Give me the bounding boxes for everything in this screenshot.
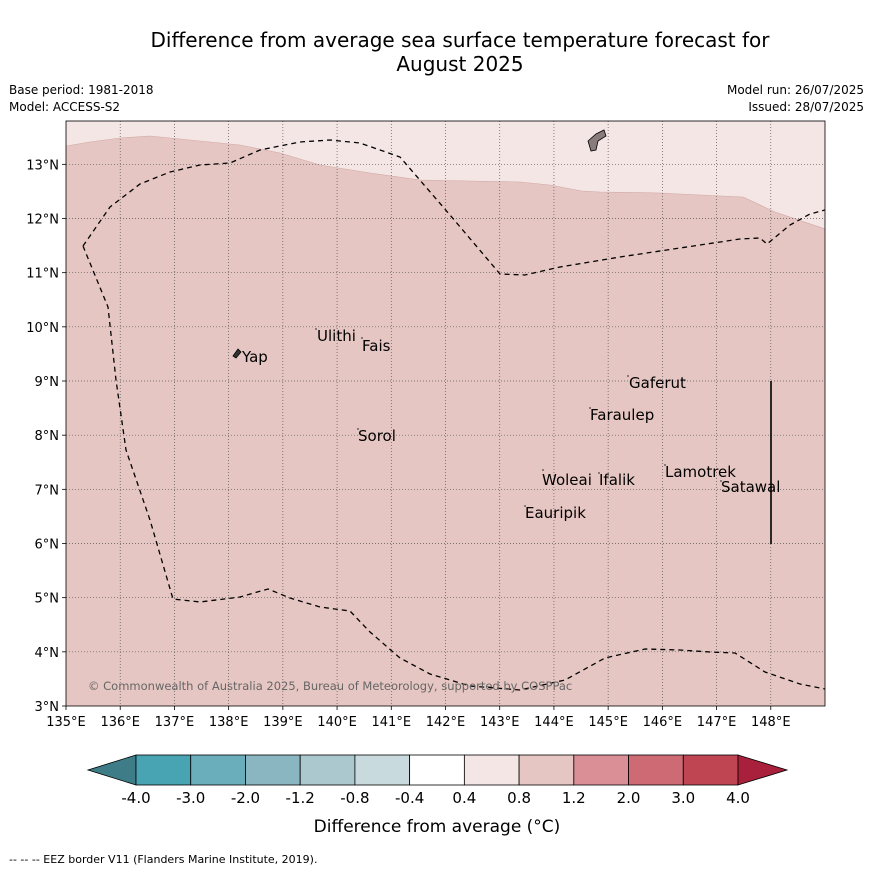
colorbar-segment [135, 754, 192, 786]
lat-tick-label: 5°N [35, 592, 60, 607]
colorbar-tick-label: 2.0 [617, 789, 641, 807]
model-name: Model: ACCESS-S2 [9, 100, 121, 114]
place-woleai: Woleai [542, 471, 592, 489]
place-ifalik: Ifalik [599, 471, 635, 489]
place-fais: Fais [362, 337, 391, 355]
lon-tick-label: 135°E [46, 715, 86, 730]
place-labels: Yap Ulithi Fais Sorol Gaferut Faraulep L… [241, 327, 780, 522]
lon-tick-label: 148°E [751, 715, 791, 730]
lon-tick-label: 147°E [697, 715, 737, 730]
model-run: Model run: 26/07/2025 [726, 83, 864, 97]
place-gaferut: Gaferut [629, 374, 686, 392]
yap-island [232, 348, 242, 359]
colorbar-tick-label: 0.4 [452, 789, 476, 807]
colorbar-extend-low [86, 754, 137, 786]
colorbar-segment [299, 754, 356, 786]
place-sorol: Sorol [358, 427, 396, 445]
lon-tick-label: 138°E [209, 715, 249, 730]
satawal-dot [720, 480, 722, 482]
lon-tick-label: 136°E [100, 715, 140, 730]
lon-tick-label: 140°E [317, 715, 357, 730]
colorbar-extend-high [737, 754, 789, 786]
guam-island [587, 129, 607, 152]
lat-tick-label: 12°N [26, 213, 59, 228]
lon-tick-label: 141°E [372, 715, 412, 730]
colorbar: -4.0 -3.0 -2.0 -1.2 -0.8 -0.4 0.4 0.8 1.2 2.0 3.0 4… [86, 754, 789, 807]
place-lamotrek: Lamotrek [665, 463, 736, 481]
title-line-2: August 2025 [396, 52, 524, 76]
colorbar-segment [573, 754, 629, 786]
base-period: Base period: 1981-2018 [9, 83, 154, 97]
map-title: Difference from average sea surface temp… [80, 28, 840, 76]
colorbar-tick-label: -1.2 [286, 789, 315, 807]
lat-tick-label: 4°N [35, 646, 60, 661]
copyright-notice: © Commonwealth of Australia 2025, Bureau… [88, 679, 572, 693]
place-eauripik: Eauripik [525, 504, 586, 522]
colorbar-tick-label: 1.2 [562, 789, 586, 807]
place-faraulep: Faraulep [590, 406, 654, 424]
colorbar-segment [354, 754, 411, 786]
sorol-dot [357, 428, 359, 430]
map-area: Yap Ulithi Fais Sorol Gaferut Faraulep L… [66, 121, 825, 706]
lon-tick-label: 146°E [643, 715, 683, 730]
faraulep-dot [589, 407, 591, 409]
gaferut-dot [627, 375, 629, 377]
colorbar-segment [245, 754, 301, 786]
colorbar-tick-label: -2.0 [231, 789, 260, 807]
meta-left: Base period: 1981-2018 Model: ACCESS-S2 [9, 82, 154, 116]
meta-right: Model run: 26/07/2025 Issued: 28/07/2025 [727, 82, 864, 116]
lat-tick-label: 8°N [35, 429, 60, 444]
lon-tick-label: 143°E [480, 715, 520, 730]
colorbar-tick-label: -0.4 [395, 789, 424, 807]
place-yap: Yap [241, 348, 268, 366]
ulithi-dot [315, 328, 317, 330]
colorbar-tick-label: -4.0 [121, 789, 150, 807]
colorbar-segment [682, 754, 739, 786]
colorbar-segment [409, 754, 465, 786]
lat-tick-label: 11°N [26, 267, 59, 282]
atoll-dots [315, 328, 722, 507]
woleai-dot [542, 469, 544, 471]
graticule [66, 121, 825, 706]
colorbar-segment [190, 754, 246, 786]
lat-tick-label: 6°N [35, 538, 60, 553]
lat-tick-label: 10°N [26, 321, 59, 336]
lat-tick-label: 3°N [35, 700, 60, 715]
place-satawal: Satawal [721, 478, 780, 496]
longitude-ticks: 135°E 136°E 137°E 138°E 139°E 140°E 141°E 142°E… [46, 706, 791, 730]
ifalik-dot [598, 472, 600, 474]
lon-tick-label: 145°E [588, 715, 628, 730]
colorbar-segment [463, 754, 520, 786]
colorbar-segment [518, 754, 575, 786]
lon-tick-label: 137°E [155, 715, 195, 730]
lon-tick-label: 142°E [426, 715, 466, 730]
issued-date: Issued: 28/07/2025 [748, 100, 864, 114]
colorbar-tick-label: 3.0 [671, 789, 695, 807]
eauripik-dot [524, 505, 526, 507]
place-ulithi: Ulithi [317, 327, 356, 345]
lamotrek-dot [664, 464, 666, 466]
fais-dot [361, 337, 363, 339]
colorbar-tick-label: 4.0 [726, 789, 750, 807]
title-line-1: Difference from average sea surface temp… [150, 28, 770, 52]
lat-tick-label: 9°N [35, 375, 60, 390]
eez-border [82, 139, 825, 691]
lat-tick-label: 7°N [35, 483, 60, 498]
colorbar-tick-label: -3.0 [176, 789, 205, 807]
lon-tick-label: 144°E [534, 715, 574, 730]
colorbar-tick-label: -0.8 [340, 789, 369, 807]
lat-tick-label: 13°N [26, 158, 59, 173]
colorbar-tick-label: 0.8 [507, 789, 531, 807]
colorbar-label: Difference from average (°C) [314, 817, 561, 837]
lon-tick-label: 139°E [263, 715, 303, 730]
eez-footnote: -- -- -- EEZ border V11 (Flanders Marine… [9, 853, 318, 866]
latitude-ticks: 3°N 4°N 5°N 6°N 7°N 8°N 9°N 10°N 11°N 12°N 13°N [26, 158, 66, 715]
colorbar-segment [628, 754, 684, 786]
